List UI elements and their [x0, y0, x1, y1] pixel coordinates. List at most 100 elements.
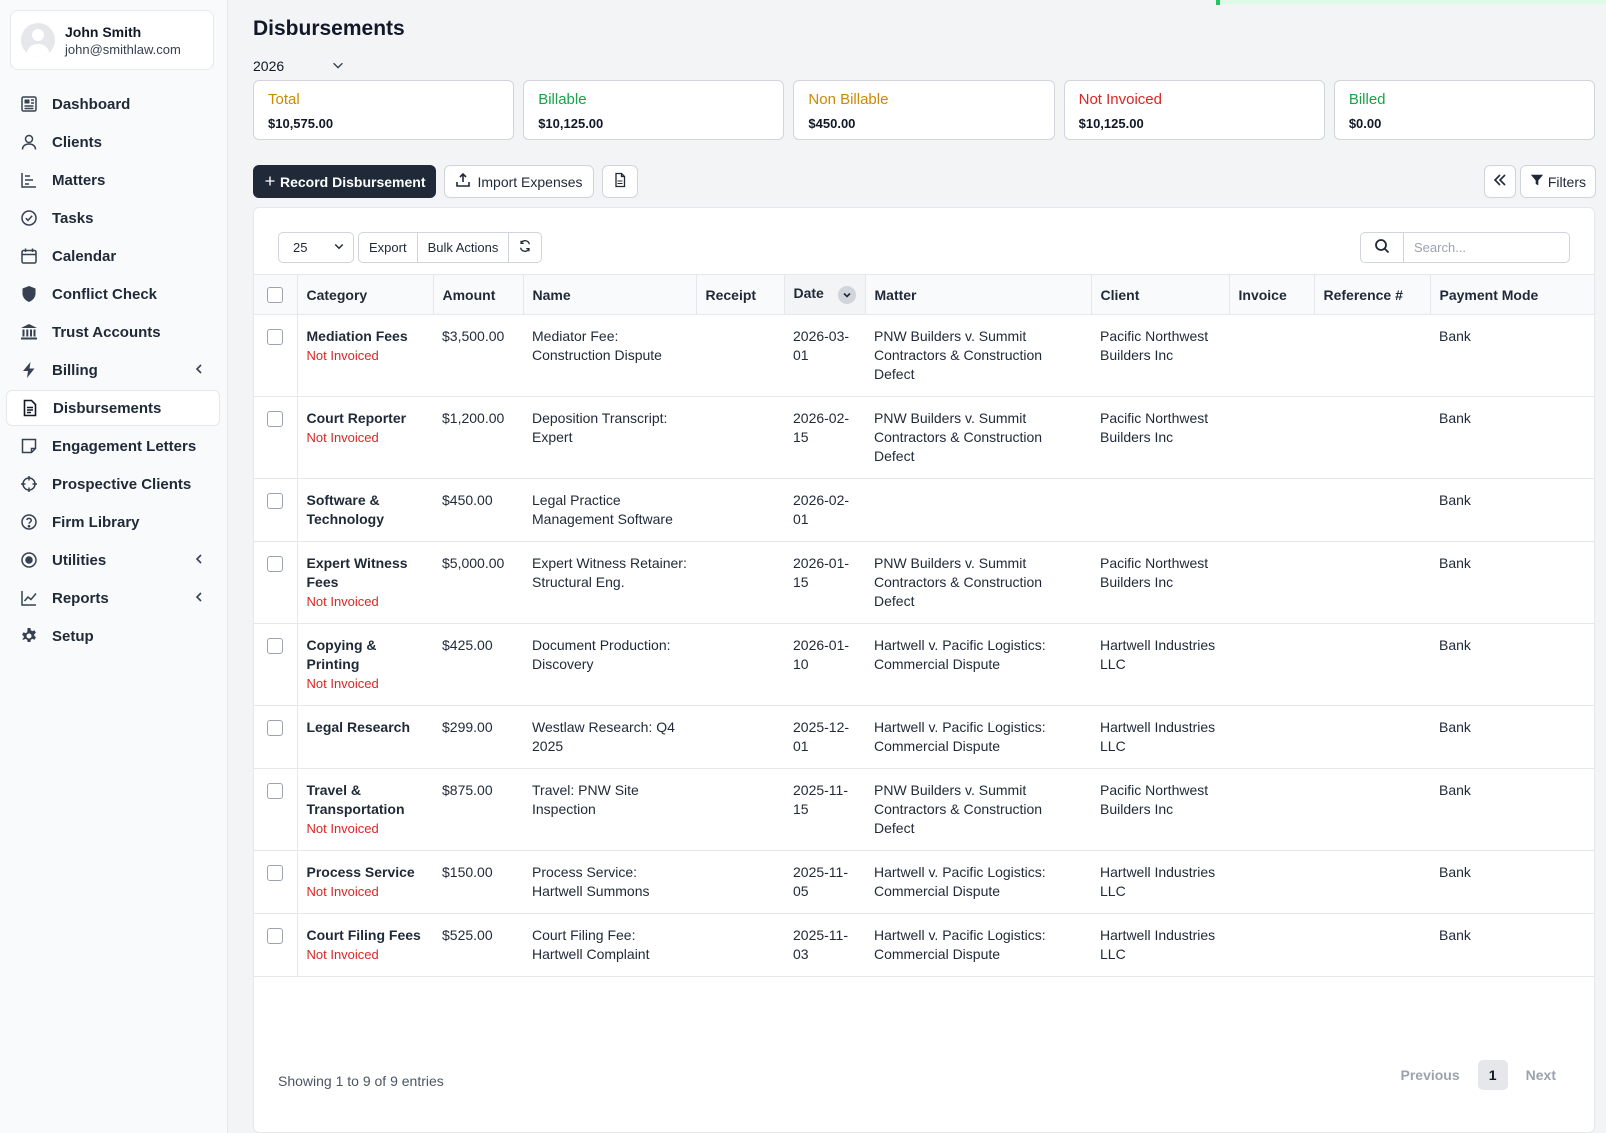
column-header-date[interactable]: Date	[784, 274, 866, 315]
export-button[interactable]: Export	[359, 233, 418, 262]
sidebar-item-prospective-clients[interactable]: Prospective Clients	[6, 466, 220, 502]
table-row[interactable]: Court Reporter Not Invoiced $1,200.00 Depos…	[254, 396, 1594, 479]
stat-card-non-billable: Non Billable $450.00	[793, 80, 1055, 140]
collapse-button[interactable]	[1483, 165, 1516, 198]
stats-row: Total $10,575.00 Billable $10,125.00 Non Bil…	[253, 80, 1596, 140]
table-row[interactable]: Process Service Not Invoiced $150.00 Proces…	[254, 850, 1594, 914]
date-cell: 2026-03-01	[784, 314, 865, 397]
column-header-matter[interactable]: Matter	[865, 274, 1092, 315]
name-cell: Legal Practice Management Software	[523, 478, 696, 542]
matters-icon	[20, 171, 38, 189]
help-circle-icon	[20, 513, 38, 531]
year-select[interactable]: 2026	[253, 56, 345, 76]
table-row[interactable]: Software & Technology $450.00 Legal Practi…	[254, 478, 1594, 542]
table-action-group: Export Bulk Actions	[358, 232, 543, 263]
column-header-label: Amount	[442, 286, 496, 303]
sidebar-item-disbursements[interactable]: Disbursements	[6, 390, 220, 426]
row-checkbox[interactable]	[267, 720, 284, 737]
date-cell: 2026-02-15	[784, 396, 865, 479]
row-checkbox[interactable]	[267, 329, 284, 346]
import-expenses-button[interactable]: Import Expenses	[444, 165, 594, 198]
previous-page-button[interactable]: Previous	[1400, 1067, 1460, 1083]
sidebar-item-matters[interactable]: Matters	[6, 162, 220, 198]
stat-value: $10,125.00	[538, 116, 604, 131]
column-header-name[interactable]: Name	[523, 274, 697, 315]
sidebar-item-trust-accounts[interactable]: Trust Accounts	[6, 314, 220, 350]
column-header-category[interactable]: Category	[297, 274, 434, 315]
sidebar-item-label: Dashboard	[52, 95, 131, 113]
amount-cell: $450.00	[433, 478, 523, 542]
column-header-payment-mode[interactable]: Payment Mode	[1430, 274, 1594, 315]
table-row[interactable]: Travel & Transportation Not Invoiced $875.…	[254, 768, 1594, 851]
column-header-client[interactable]: Client	[1091, 274, 1230, 315]
chevron-left-icon	[192, 590, 206, 604]
invoice-status: Not Invoiced	[306, 348, 379, 363]
amount-cell: $150.00	[433, 850, 523, 914]
table-row[interactable]: Copying & Printing Not Invoiced $425.00 Doc…	[254, 623, 1594, 706]
column-header-reference[interactable]: Reference #	[1314, 274, 1431, 315]
right-tools: Filters	[1483, 165, 1596, 198]
sidebar-item-tasks[interactable]: Tasks	[6, 200, 220, 236]
category-cell: Expert Witness Fees Not Invoiced	[297, 541, 433, 624]
column-header-label: Client	[1100, 286, 1140, 303]
user-card[interactable]: John Smith john@smithlaw.com	[10, 10, 214, 70]
row-select-cell	[254, 850, 298, 914]
row-select-cell	[254, 314, 298, 397]
sidebar-item-firm-library[interactable]: Firm Library	[6, 504, 220, 540]
crosshair-icon	[20, 475, 38, 493]
sidebar-item-label: Engagement Letters	[52, 437, 197, 455]
sidebar-item-engagement-letters[interactable]: Engagement Letters	[6, 428, 220, 464]
sidebar-item-conflict-check[interactable]: Conflict Check	[6, 276, 220, 312]
sidebar-item-billing[interactable]: Billing	[6, 352, 220, 388]
next-page-button[interactable]: Next	[1525, 1067, 1556, 1083]
amount-cell: $525.00	[433, 913, 523, 977]
amount-cell: $299.00	[433, 705, 523, 769]
sidebar-item-label: Setup	[52, 627, 94, 645]
table-row[interactable]: Court Filing Fees Not Invoiced $525.00 Cour…	[254, 913, 1594, 977]
sidebar-nav: Dashboard Clients Matters Tasks Calendar Conf…	[6, 86, 220, 656]
row-checkbox[interactable]	[267, 928, 284, 945]
gear-icon	[20, 627, 38, 645]
search-input[interactable]	[1404, 232, 1570, 263]
table-row[interactable]: Mediation Fees Not Invoiced $3,500.00 Media…	[254, 314, 1594, 397]
row-checkbox[interactable]	[267, 638, 284, 655]
client-cell: Hartwell Industries LLC	[1091, 850, 1229, 914]
receipt-cell	[696, 705, 784, 769]
page-number-button[interactable]: 1	[1477, 1060, 1508, 1090]
page-length-select[interactable]: 25	[278, 232, 354, 263]
column-header-invoice[interactable]: Invoice	[1229, 274, 1315, 315]
sidebar-item-calendar[interactable]: Calendar	[6, 238, 220, 274]
row-checkbox[interactable]	[267, 556, 284, 573]
name-cell: Expert Witness Retainer: Structural Eng.	[523, 541, 696, 624]
pdf-export-button[interactable]	[601, 165, 638, 198]
row-checkbox[interactable]	[267, 783, 284, 800]
reference-cell	[1314, 478, 1430, 542]
row-checkbox[interactable]	[267, 865, 284, 882]
sidebar-item-label: Tasks	[52, 209, 94, 227]
filters-button[interactable]: Filters	[1519, 165, 1596, 198]
sidebar-item-reports[interactable]: Reports	[6, 580, 220, 616]
row-checkbox[interactable]	[267, 493, 284, 510]
table-row[interactable]: Expert Witness Fees Not Invoiced $5,000.00…	[254, 541, 1594, 624]
sidebar-item-dashboard[interactable]: Dashboard	[6, 86, 220, 122]
refresh-button[interactable]	[509, 233, 541, 262]
record-disbursement-button[interactable]: Record Disbursement	[253, 165, 437, 198]
sidebar-item-setup[interactable]: Setup	[6, 618, 220, 654]
shield-icon	[20, 285, 38, 303]
client-cell: Pacific Northwest Builders Inc	[1091, 314, 1229, 397]
sidebar-item-clients[interactable]: Clients	[6, 124, 220, 160]
row-checkbox[interactable]	[267, 411, 284, 428]
search-button[interactable]	[1360, 232, 1404, 263]
user-email: john@smithlaw.com	[65, 41, 181, 57]
name-cell: Westlaw Research: Q4 2025	[523, 705, 696, 769]
chevron-left-icon	[192, 552, 206, 566]
category-cell: Software & Technology	[297, 478, 433, 542]
calendar-icon	[20, 247, 38, 265]
row-select-cell	[254, 541, 298, 624]
sidebar-item-utilities[interactable]: Utilities	[6, 542, 220, 578]
bulk-actions-button[interactable]: Bulk Actions	[418, 233, 510, 262]
column-header-amount[interactable]: Amount	[433, 274, 524, 315]
table-row[interactable]: Legal Research $299.00 Westlaw Research: Q…	[254, 705, 1594, 769]
column-header-receipt[interactable]: Receipt	[696, 274, 785, 315]
select-all-checkbox[interactable]	[267, 287, 284, 304]
